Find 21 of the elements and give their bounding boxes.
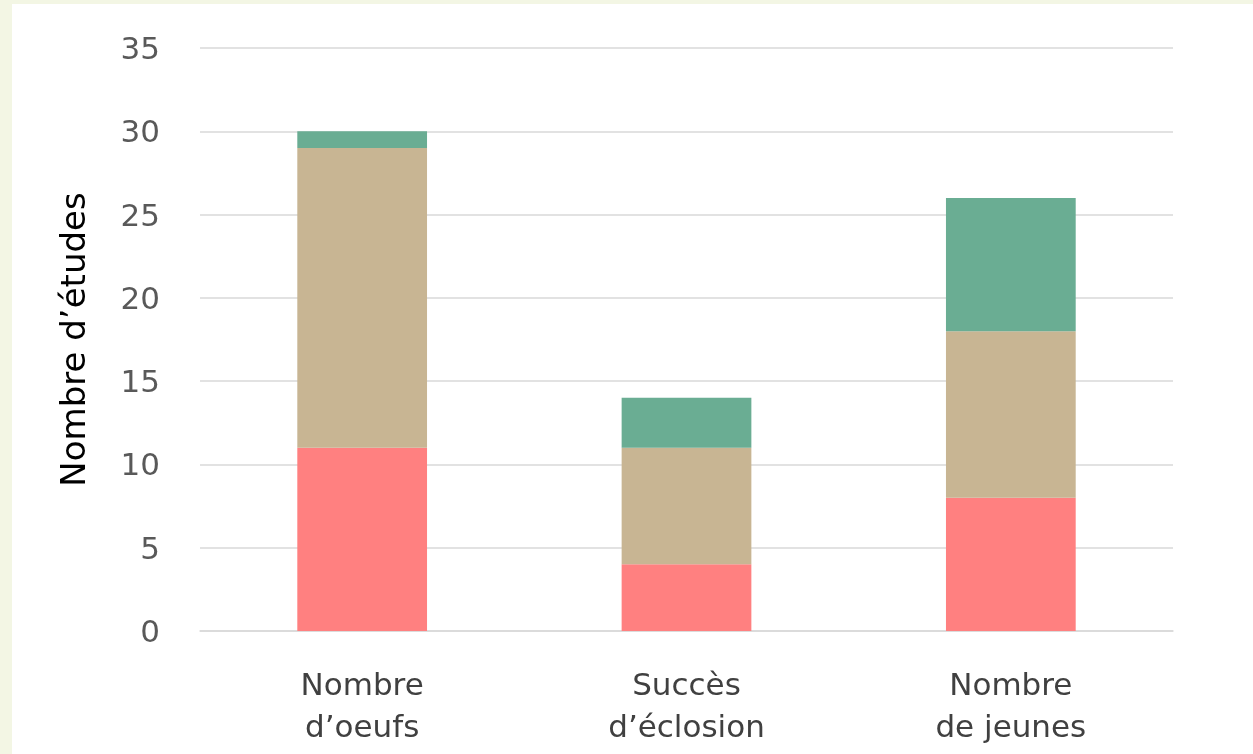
y-tick-label: 10 bbox=[120, 446, 160, 483]
y-axis-title: Nombre d’études bbox=[53, 192, 93, 487]
y-tick-label: 35 bbox=[120, 30, 160, 66]
bar bbox=[297, 131, 428, 148]
y-tick-label: 0 bbox=[140, 613, 160, 649]
bar bbox=[297, 147, 428, 448]
bar bbox=[945, 331, 1076, 498]
bar bbox=[621, 397, 752, 448]
y-tick-label: 30 bbox=[120, 113, 160, 150]
bar bbox=[621, 564, 752, 631]
y-tick-label: 15 bbox=[120, 363, 160, 400]
x-tick-label: Succès d’éclosion bbox=[608, 666, 765, 744]
y-tick-label: 25 bbox=[120, 196, 160, 233]
y-tick-label: 5 bbox=[140, 529, 160, 566]
bar bbox=[945, 197, 1076, 332]
x-tick-label: Nombre de jeunes bbox=[935, 666, 1087, 744]
bar bbox=[621, 447, 752, 565]
bar bbox=[945, 497, 1076, 631]
x-tick-label: Nombre d’oeufs bbox=[300, 666, 424, 744]
bar bbox=[297, 447, 428, 631]
y-tick-label: 20 bbox=[120, 279, 160, 316]
